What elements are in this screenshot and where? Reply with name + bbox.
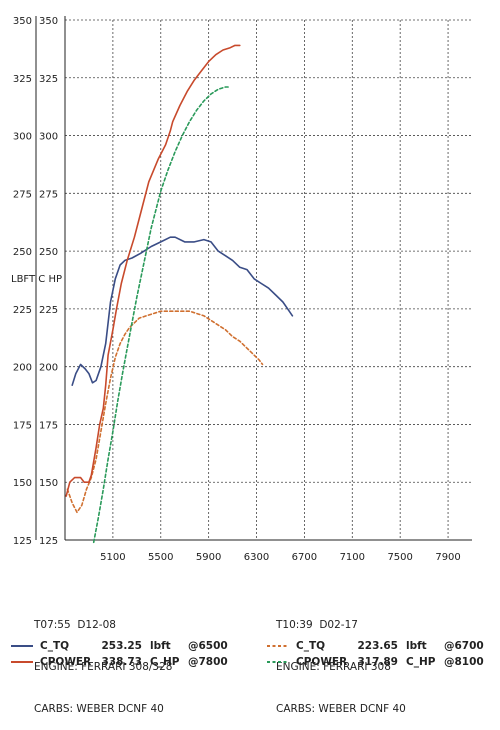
y-tick-label: 200 — [39, 363, 58, 374]
y-tick-labels-left: 125 150 175 200 225 250 275 300 325 350 — [13, 16, 32, 547]
dyno-chart: 125 150 175 200 225 250 275 300 325 350 125 150 175… — [11, 16, 472, 560]
legend-unit-1: lbft — [150, 640, 171, 652]
y-tick-label: 300 — [39, 132, 58, 143]
y-tick-label: 225 — [13, 305, 32, 316]
x-tick-label: 6700 — [292, 552, 317, 560]
x-tick-label: 7500 — [387, 552, 412, 560]
legend-swatch-4 — [267, 661, 289, 663]
series-line-1 — [71, 236, 294, 386]
y-tick-label: 225 — [39, 305, 58, 316]
y-axis-label: LBFT C HP — [11, 274, 62, 285]
legend-label-3: C_TQ — [296, 640, 326, 652]
series-line-2 — [66, 310, 264, 514]
legend-swatch-2 — [11, 661, 33, 663]
y-tick-label: 125 — [13, 536, 32, 547]
y-tick-labels-right: 125 150 175 200 225 250 275 300 325 350 — [39, 16, 58, 547]
legend-entry-4: CPOWER 317.89 C_HP @8100 — [266, 656, 484, 668]
x-tick-label: 5900 — [196, 552, 221, 560]
x-tick-label: 7100 — [340, 552, 365, 560]
y-tick-label: 350 — [13, 16, 32, 27]
legend-rpm-3: @6700 — [444, 640, 484, 652]
x-tick-label: 7900 — [435, 552, 460, 560]
y-tick-label: 325 — [39, 74, 58, 85]
series-lines — [65, 44, 294, 544]
legend-rpm-4: @8100 — [444, 656, 484, 668]
y-tick-label: 325 — [13, 74, 32, 85]
y-tick-label: 175 — [39, 420, 58, 431]
legend-label-4: CPOWER — [296, 656, 348, 668]
y-tick-label: 150 — [39, 478, 58, 489]
y-tick-label: 300 — [13, 132, 32, 143]
axes — [35, 16, 472, 541]
legend-entry-3: C_TQ 223.65 lbft @6700 — [266, 640, 484, 652]
grid — [65, 19, 472, 540]
run-info-left-line2: ENGINE: FERRARI 308/328 — [34, 661, 173, 673]
legend-unit-3: lbft — [406, 640, 427, 652]
legend-value-2: 338.73 — [101, 656, 142, 668]
series-line-4 — [92, 86, 231, 544]
legend-label-1: C_TQ — [40, 640, 70, 652]
legend-swatch-1 — [11, 645, 33, 647]
run-info-right-line2: ENGINE: FERRARI 308 — [276, 661, 391, 673]
x-tick-label: 5500 — [148, 552, 173, 560]
legend-unit-4: C_HP — [406, 656, 436, 668]
legend-rpm-2: @7800 — [188, 656, 228, 668]
legend-value-4: 317.89 — [357, 656, 398, 668]
legend-rpm-1: @6500 — [188, 640, 228, 652]
series-line-3 — [65, 44, 241, 497]
run-info-right-line1: T10:39 D02-17 — [276, 619, 358, 631]
y-tick-label: 250 — [39, 247, 58, 258]
legend-entry-1: C_TQ 253.25 lbft @6500 — [10, 640, 228, 652]
run-info-left-line1: T07:55 D12-08 — [34, 619, 116, 631]
x-tick-labels: 5100 5500 5900 6300 6700 7100 7500 7900 — [100, 552, 461, 560]
y-tick-label: 350 — [39, 16, 58, 27]
legend-label-2: CPOWER — [40, 656, 92, 668]
legend-swatch-3 — [267, 645, 289, 647]
y-tick-label: 175 — [13, 420, 32, 431]
legend-value-3: 223.65 — [357, 640, 398, 652]
x-tick-label: 5100 — [100, 552, 125, 560]
y-tick-label: 275 — [39, 189, 58, 200]
run-info-left-line3: CARBS: WEBER DCNF 40 — [34, 703, 164, 715]
y-tick-label: 125 — [39, 536, 58, 547]
legend-entry-2: CPOWER 338.73 C_HP @7800 — [10, 656, 228, 668]
x-tick-label: 6300 — [244, 552, 269, 560]
y-tick-label: 250 — [13, 247, 32, 258]
y-tick-label: 275 — [13, 189, 32, 200]
legend-unit-2: C_HP — [150, 656, 180, 668]
y-tick-label: 200 — [13, 363, 32, 374]
legend-value-1: 253.25 — [101, 640, 142, 652]
run-info-right-line3: CARBS: WEBER DCNF 40 — [276, 703, 406, 715]
y-tick-label: 150 — [13, 478, 32, 489]
